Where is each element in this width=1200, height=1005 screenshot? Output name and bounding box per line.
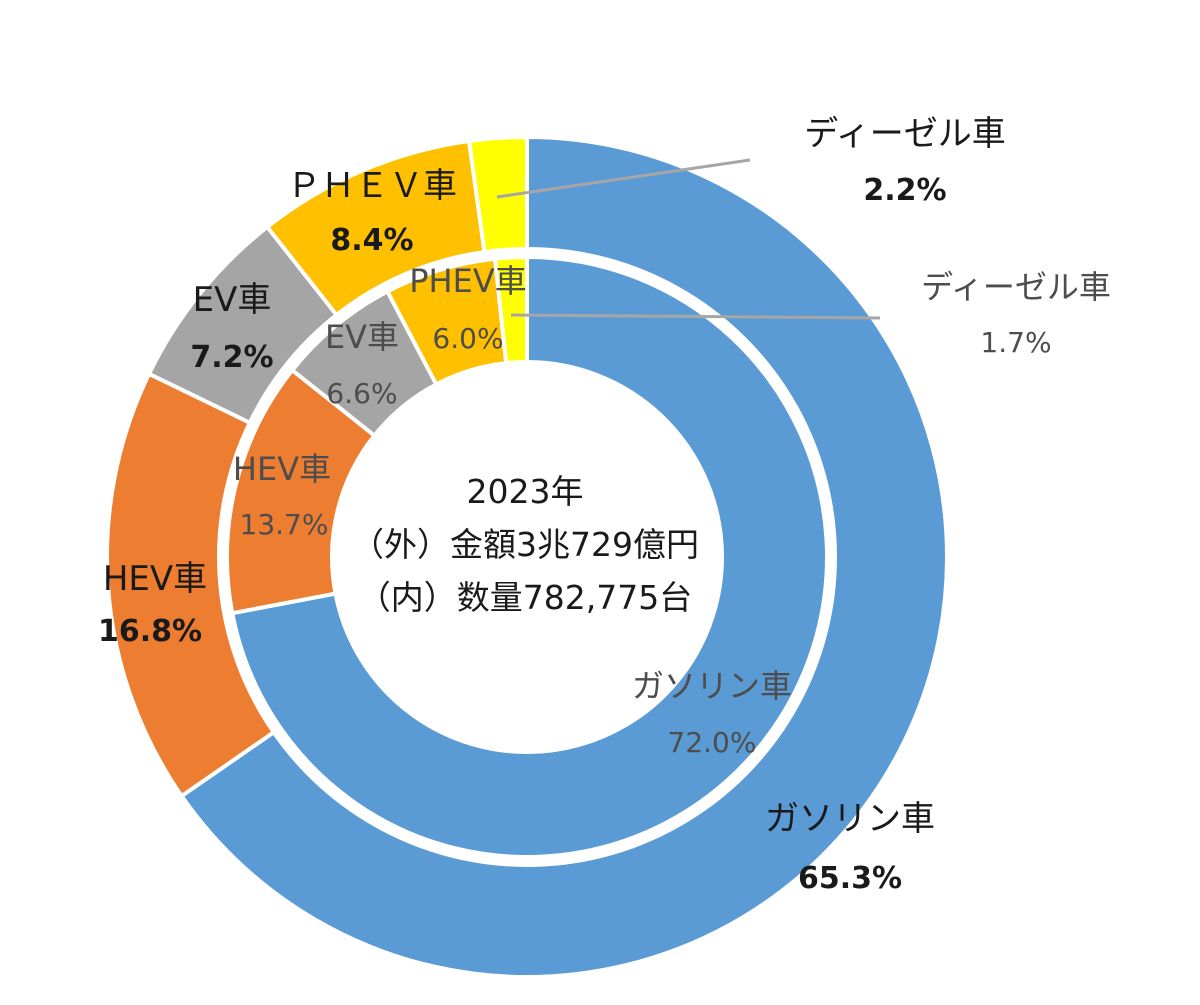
outer-slice-gasoline (179, 135, 950, 979)
outer-value-phev: 8.4% (330, 223, 413, 258)
inner-label-diesel: ディーゼル車 (921, 268, 1111, 306)
outer-ring (105, 135, 950, 979)
outer-label-hev: HEV車 (103, 559, 207, 599)
inner-ring (225, 255, 829, 859)
outer-label-diesel: ディーゼル車 (804, 114, 1006, 154)
center-quantity: （内）数量782,775台 (358, 578, 692, 617)
outer-slice-diesel (467, 135, 529, 254)
leader-lines (496, 158, 881, 320)
inner-value-gasoline: 72.0% (668, 726, 757, 759)
inner-diesel-leader-line (510, 313, 881, 320)
slice-labels: ガソリン車 65.3% HEV車 16.8% EV車 7.2% ＰＨＥＶ車 8.4% ディーゼル… (98, 114, 1111, 896)
center-label: 2023年 （外）金額3兆729億円 （内）数量782,775台 (351, 472, 699, 617)
outer-label-ev: EV車 (193, 280, 272, 320)
outer-label-phev: ＰＨＥＶ車 (287, 166, 457, 206)
inner-value-ev: 6.6% (326, 377, 397, 410)
inner-value-hev: 13.7% (240, 508, 329, 541)
inner-label-phev: PHEV車 (409, 262, 526, 300)
inner-value-diesel: 1.7% (980, 326, 1051, 359)
inner-label-gasoline: ガソリン車 (632, 667, 792, 705)
outer-value-ev: 7.2% (190, 340, 273, 375)
outer-value-diesel: 2.2% (863, 173, 946, 208)
center-year: 2023年 (467, 472, 584, 511)
inner-value-phev: 6.0% (432, 322, 503, 355)
outer-value-hev: 16.8% (98, 614, 202, 649)
outer-value-gasoline: 65.3% (798, 861, 902, 896)
inner-label-hev: HEV車 (233, 450, 331, 488)
outer-diesel-leader-line (496, 158, 751, 199)
center-amount: （外）金額3兆729億円 (351, 525, 699, 564)
outer-label-gasoline: ガソリン車 (765, 799, 935, 839)
inner-label-ev: EV車 (325, 318, 399, 356)
inner-slice-gasoline (230, 255, 829, 859)
inner-slice-diesel (493, 255, 529, 366)
